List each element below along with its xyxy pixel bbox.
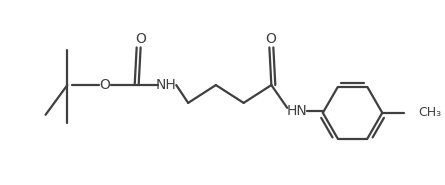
Text: HN: HN (287, 104, 307, 118)
Text: O: O (265, 31, 276, 46)
Text: CH₃: CH₃ (418, 106, 441, 119)
Text: NH: NH (156, 78, 177, 92)
Text: O: O (100, 78, 110, 92)
Text: O: O (135, 31, 146, 46)
